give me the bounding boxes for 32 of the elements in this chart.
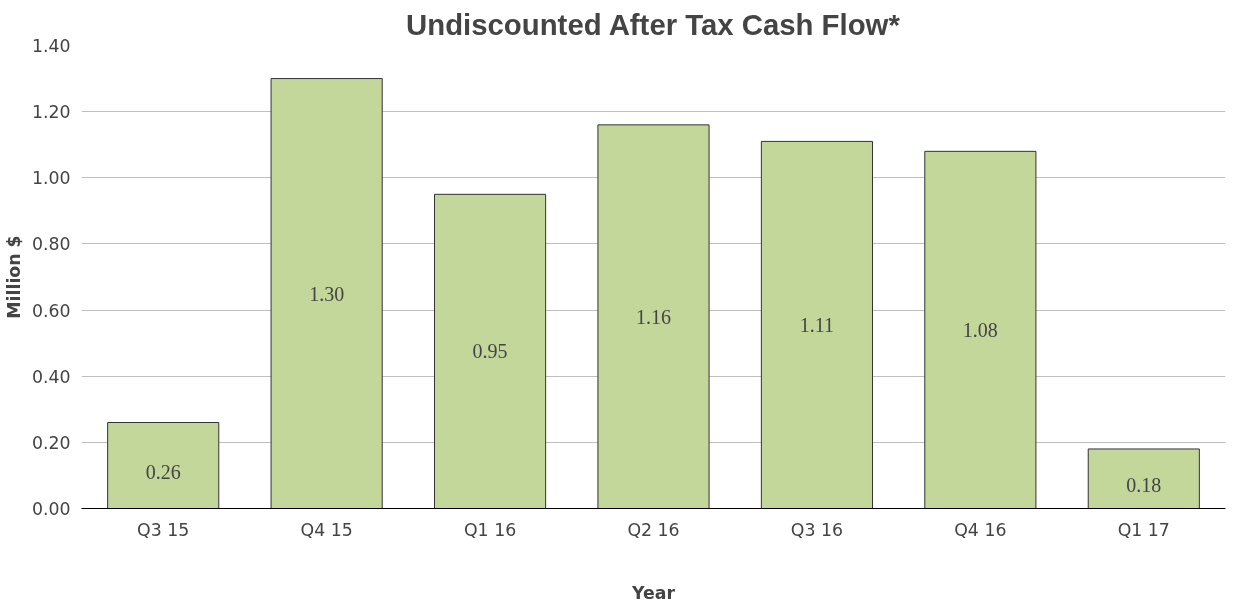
data-label: 0.95 <box>472 340 508 363</box>
y-tick-label: 0.40 <box>31 366 71 387</box>
x-tick-label: Q1 16 <box>463 519 517 540</box>
bar <box>597 124 710 509</box>
x-tick-label: Q4 16 <box>954 519 1007 540</box>
y-tick-label: 0.60 <box>31 300 71 321</box>
y-tick-label: 0.80 <box>31 234 71 255</box>
x-tick-label: Q3 16 <box>790 519 844 540</box>
x-tick-label: Q2 16 <box>627 519 680 540</box>
bar <box>760 140 873 509</box>
bar <box>924 150 1037 509</box>
y-tick-label: 0.20 <box>31 432 71 453</box>
x-tick-label: Q4 15 <box>300 519 353 540</box>
data-label: 1.11 <box>799 313 835 336</box>
x-axis-title: Year <box>631 582 676 603</box>
data-label: 0.18 <box>1126 474 1162 497</box>
bar <box>1087 448 1200 509</box>
y-tick-label: 1.00 <box>31 168 71 189</box>
y-axis-title: Million $ <box>3 235 24 319</box>
data-label: 0.26 <box>145 461 181 484</box>
x-tick-label: Q3 15 <box>137 519 190 540</box>
y-tick-label: 0.00 <box>31 499 71 519</box>
bar <box>434 193 547 509</box>
data-label: 1.08 <box>962 318 998 341</box>
y-tick-label: 1.40 <box>31 36 71 56</box>
data-label: 1.30 <box>309 282 345 305</box>
x-tick-label: Q1 17 <box>1117 519 1170 540</box>
bar <box>107 422 220 509</box>
bar <box>270 78 383 509</box>
data-label: 1.16 <box>636 305 671 328</box>
chart-title: Undiscounted After Tax Cash Flow* <box>406 7 901 41</box>
y-tick-label: 1.20 <box>31 102 71 123</box>
